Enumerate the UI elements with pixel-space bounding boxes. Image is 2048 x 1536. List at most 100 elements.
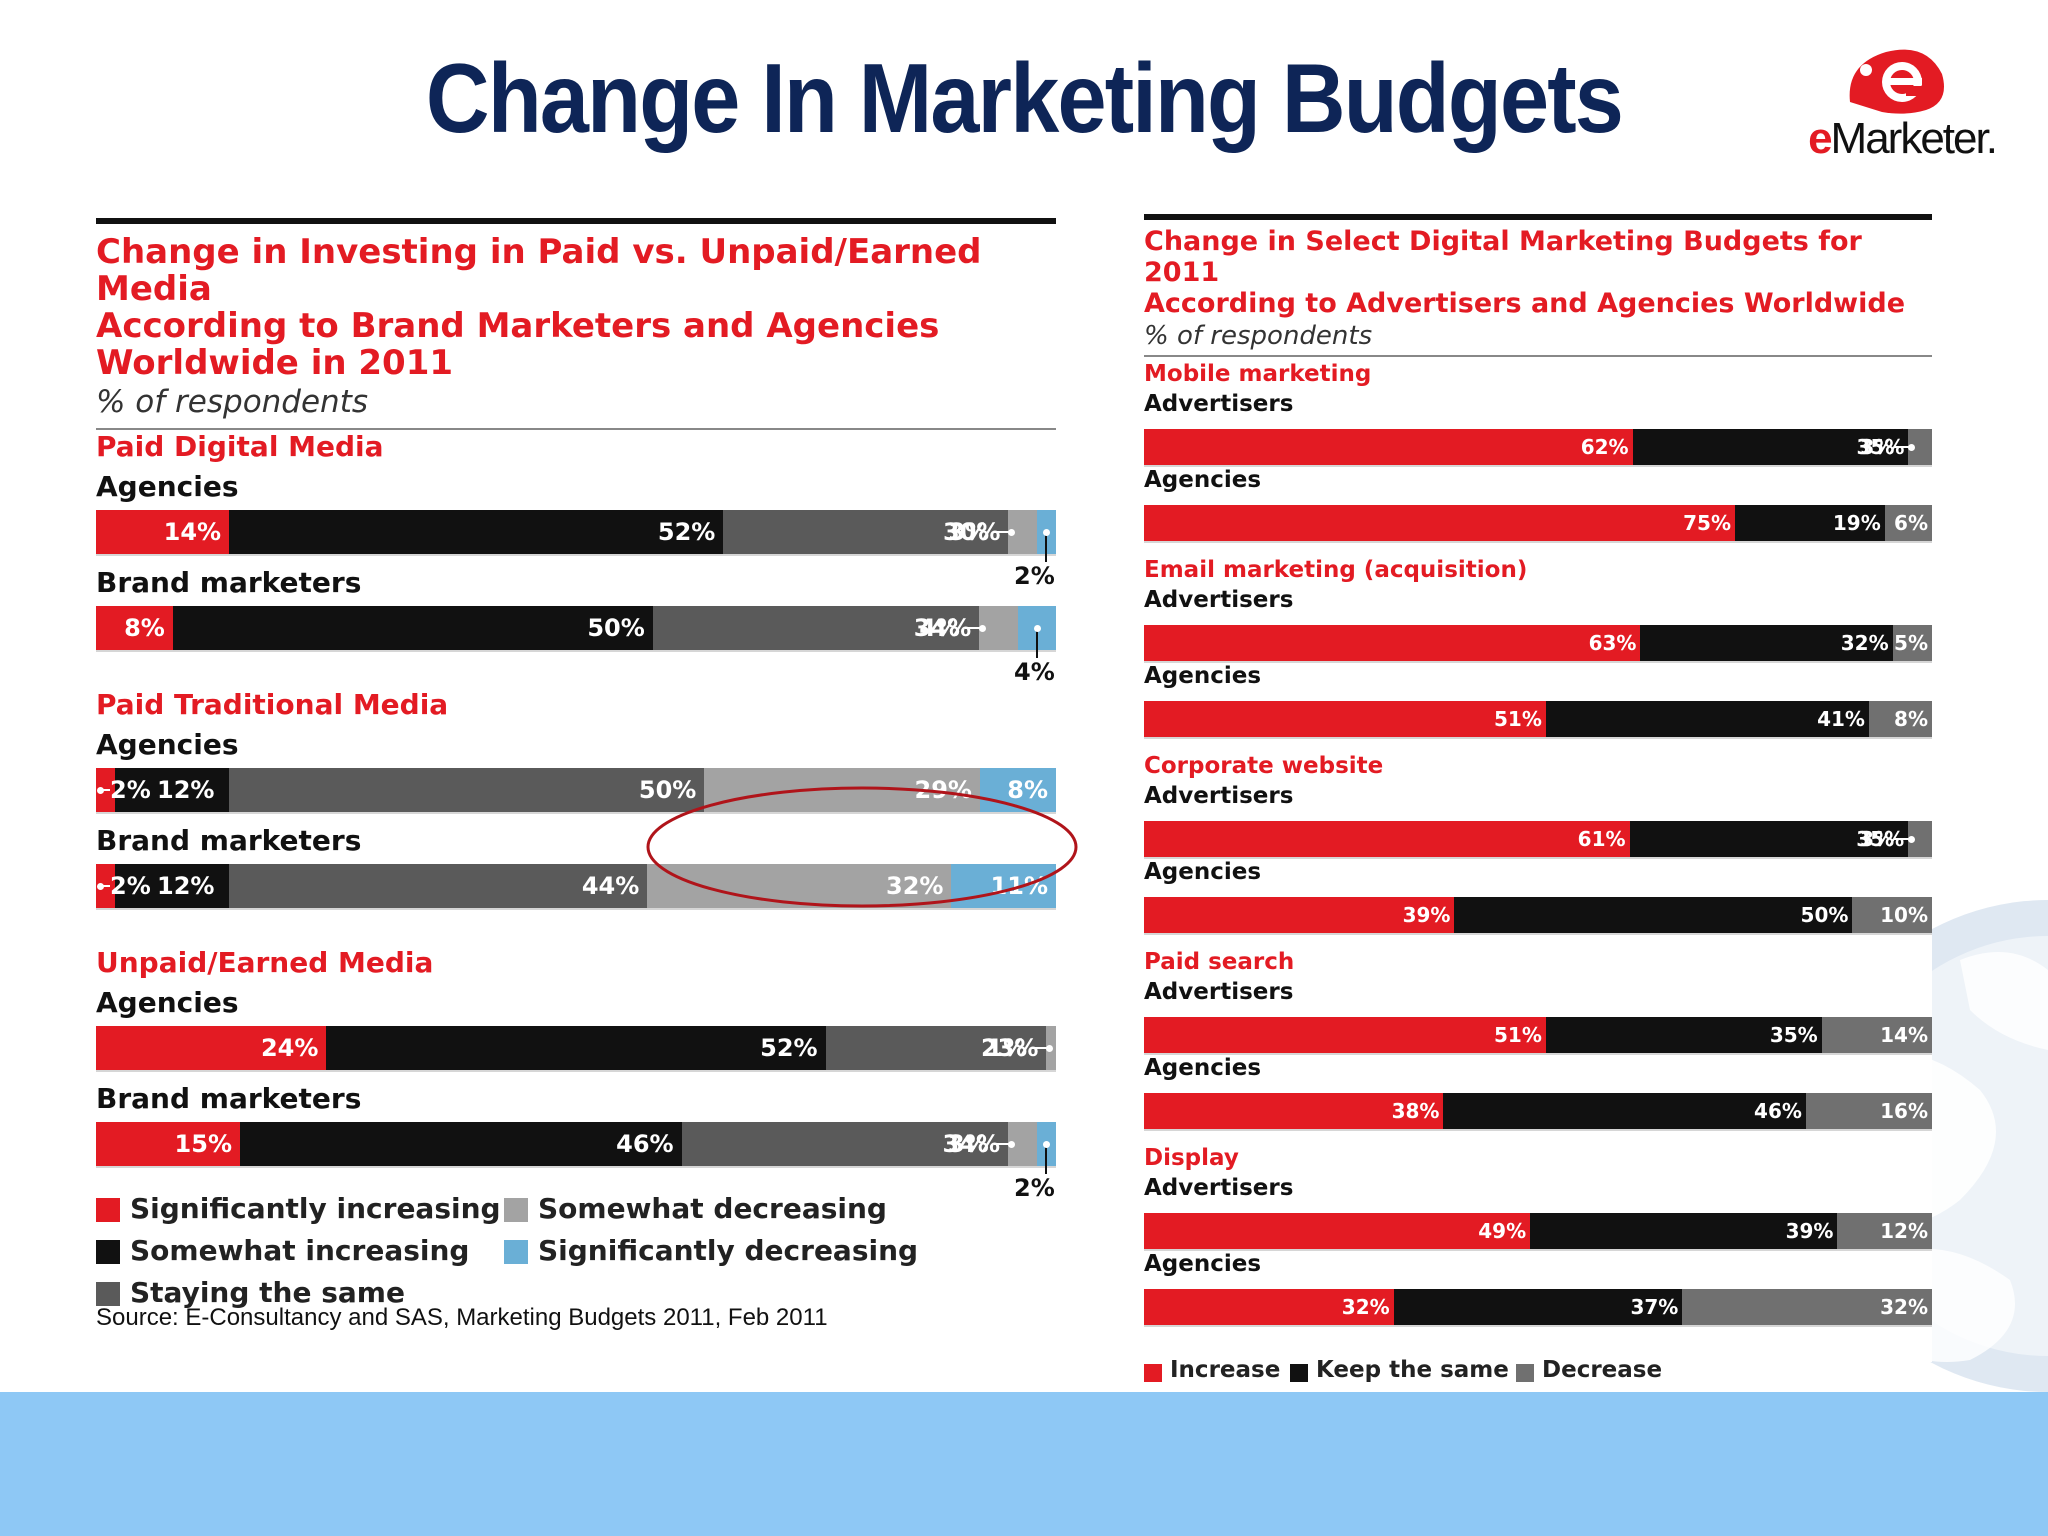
leader-line (965, 627, 982, 629)
data-label: 8% (124, 614, 165, 642)
data-label: 24% (260, 1034, 319, 1062)
legend-label-somewhat-increasing: Somewhat increasing (130, 1234, 470, 1267)
row-label-agencies: Agencies (1144, 859, 1262, 885)
data-label: 15% (174, 1130, 232, 1158)
chart-subtitle: % of respondents (1144, 321, 1373, 351)
data-label: 46% (1754, 1099, 1802, 1123)
bar-segment-staying-the-same (229, 768, 705, 812)
row-label-brand-marketers: Brand marketers (96, 824, 362, 857)
data-label: 3% (1860, 435, 1895, 459)
stacked-bar: 14% 52% 30% 3% (96, 510, 1056, 562)
bar-segment-keep-the-same (1632, 429, 1909, 465)
stacked-bar: 24% 52% 23% 1% (96, 1026, 1056, 1070)
leader-dot (97, 883, 104, 890)
legend-swatch-significantly-decreasing (504, 1240, 528, 1264)
bar-segment-increase (1144, 1213, 1531, 1249)
bar-segment-decrease (1837, 1213, 1932, 1249)
stacked-bar: 63% 32% 5% (1144, 625, 1932, 661)
bar-segment-keep-the-same (1530, 1213, 1838, 1249)
group-label-display: Display (1144, 1145, 1239, 1171)
bar-segment-somewhat-increasing (240, 1122, 682, 1166)
chart-plot-area: Mobile marketing Advertisers 62% 35% 3% Agenc… (1144, 357, 1932, 1383)
data-label: 12% (1880, 1219, 1928, 1243)
leader-line (994, 531, 1011, 533)
stacked-bar: 2% 12% 44% 32% 11% (96, 864, 1056, 908)
row-label-brand-marketers: Brand marketers (96, 566, 362, 599)
row-label-agencies: Agencies (1144, 1055, 1262, 1081)
stacked-bar: 32% 37% 32% (1144, 1289, 1932, 1325)
data-label: 37% (1630, 1295, 1679, 1319)
bar-segment-keep-the-same (1454, 897, 1853, 933)
legend-swatch-decrease (1516, 1364, 1534, 1382)
digital-budgets-chart: Change in Select Digital Marketing Budge… (1144, 214, 1932, 1383)
leader-dot (979, 625, 987, 632)
data-label: 52% (760, 1034, 818, 1062)
data-label: 46% (616, 1130, 674, 1158)
leader-line (100, 885, 110, 887)
bar-segment-decrease (1908, 429, 1932, 465)
bar-segment-increase (1144, 1093, 1444, 1129)
data-label: 14% (1880, 1023, 1928, 1047)
data-label: 34% (913, 614, 972, 642)
data-label: 35% (1769, 1023, 1818, 1047)
chart-title: Change in Investing in Paid vs. Unpaid/E… (96, 232, 982, 383)
bar-segment-decrease (1852, 897, 1932, 933)
data-label: 63% (1588, 631, 1637, 655)
bar-segment-somewhat-increasing (115, 864, 230, 908)
group-label-paid-search: Paid search (1144, 949, 1295, 975)
data-label: 50% (638, 776, 697, 804)
leader-dot (1033, 625, 1041, 632)
stacked-bar: 49% 39% 12% (1144, 1213, 1932, 1249)
row-label-agencies: Agencies (1144, 663, 1262, 689)
legend-label-staying-the-same: Staying the same (130, 1276, 405, 1309)
stacked-bar: 51% 41% 8% (1144, 701, 1932, 737)
data-label: 1% (986, 1034, 1028, 1062)
bar-segment-significantly-increasing (96, 606, 173, 650)
chart-header-rule (96, 428, 1056, 430)
row-label-agencies: Agencies (96, 986, 239, 1019)
data-label: 61% (1577, 827, 1626, 851)
legend-label-somewhat-decreasing: Somewhat decreasing (538, 1192, 887, 1225)
data-label: 19% (1832, 511, 1881, 535)
row-label-agencies: Agencies (1144, 1251, 1262, 1277)
group-label-unpaid-earned-media: Unpaid/Earned Media (96, 946, 434, 979)
footer-band (0, 1392, 2048, 1536)
data-label: 29% (914, 776, 972, 804)
leader-line (1032, 1047, 1049, 1049)
data-label: 51% (1494, 707, 1542, 731)
data-label: 32% (886, 872, 944, 900)
bar-segment-decrease (1682, 1289, 1932, 1325)
legend-swatch-staying-the-same (96, 1282, 120, 1306)
bar-segment-keep-the-same (1629, 821, 1909, 857)
bar-segment-keep-the-same (1735, 505, 1885, 541)
data-label: 2% (110, 776, 151, 804)
chart-title: Change in Select Digital Marketing Budge… (1144, 226, 1906, 319)
callout-label: 2% (1014, 562, 1055, 590)
data-label: 10% (1880, 903, 1928, 927)
leader-line (1045, 1144, 1048, 1174)
bar-segment-keep-the-same (1640, 625, 1893, 661)
row-label-advertisers: Advertisers (1144, 391, 1294, 417)
stacked-bar: 51% 35% 14% (1144, 1017, 1932, 1053)
stacked-bar: 62% 35% 3% (1144, 429, 1932, 465)
bar-segment-decrease (1868, 701, 1932, 737)
bar-segment-somewhat-increasing (115, 768, 230, 812)
chart-plot-area: Paid Digital Media Agencies 14% 52% 30% 3% 2% B… (96, 430, 1056, 1330)
group-label-email-marketing-acquisition: Email marketing (acquisition) (1144, 557, 1528, 583)
legend-swatch-somewhat-increasing (96, 1240, 120, 1264)
leader-dot (1046, 1045, 1054, 1052)
leader-dot (1043, 529, 1051, 536)
legend-swatch-somewhat-decreasing (504, 1198, 528, 1222)
chart-header-rule (1144, 355, 1932, 357)
data-label: 14% (163, 518, 222, 546)
stacked-bar: 61% 35% 3% (1144, 821, 1932, 857)
chart-subtitle: % of respondents (96, 384, 369, 420)
data-label: 34% (942, 1130, 1000, 1158)
data-label: 50% (587, 614, 645, 642)
bar-segment-somewhat-increasing (172, 606, 653, 650)
bar-segment-staying-the-same (825, 1026, 1047, 1070)
data-label: 11% (990, 872, 1048, 900)
data-label: 3% (1860, 827, 1895, 851)
row-label-advertisers: Advertisers (1144, 587, 1294, 613)
data-label: 44% (581, 872, 640, 900)
